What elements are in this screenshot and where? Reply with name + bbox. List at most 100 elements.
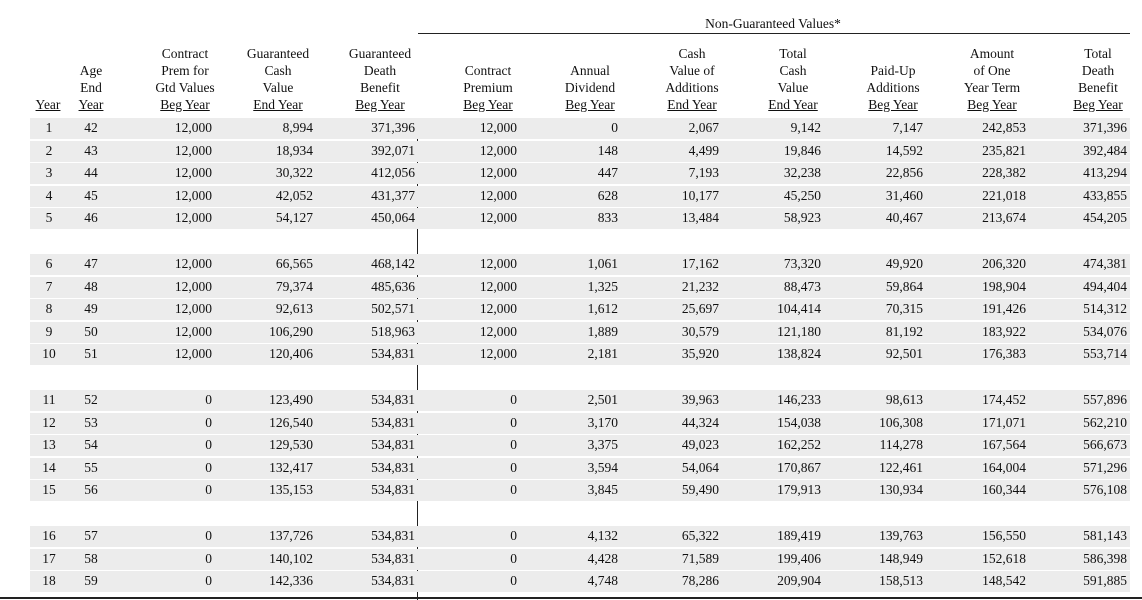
cell: 55 [84,459,98,475]
cell: 534,076 [1083,323,1127,339]
cell: 3 [45,165,53,181]
cell: 12,000 [174,120,212,135]
cell: 833 [597,210,618,226]
cell: 92,501 [885,346,923,362]
cell: 392,071 [371,142,415,158]
cell: 135,153 [269,482,313,498]
column-header: End Year [667,97,717,112]
cell: 30,322 [275,165,313,181]
cell: 53 [84,414,98,430]
cell: 148,949 [879,550,923,566]
cell: 534,831 [371,392,415,407]
cell: 22,856 [885,165,923,181]
cell: 534,831 [371,346,415,362]
row-background [30,526,1130,547]
column-header: Paid-Up [870,63,916,78]
cell: 174,452 [982,392,1026,407]
column-header: Value of [669,63,715,78]
cell: 121,180 [777,323,821,339]
cell: 30,579 [681,323,719,339]
cell: 148,542 [982,573,1026,589]
column-header: Benefit [1078,80,1118,95]
cell: 8,994 [282,120,313,135]
cell: 120,406 [269,346,313,362]
column-header: End Year [253,97,303,112]
row-background [30,321,1130,343]
cell: 58,923 [783,210,821,226]
cell: 371,396 [371,120,415,135]
column-header: Guaranteed [246,46,310,61]
cell: 534,831 [371,459,415,475]
column-header: Benefit [360,80,400,95]
cell: 12,000 [479,323,517,339]
column-header: Value [262,80,294,95]
column-header: Additions [866,80,920,95]
cell: 392,484 [1083,142,1127,158]
cell: 534,831 [371,528,415,543]
cell: 12,000 [479,165,517,181]
cell: 183,922 [982,323,1026,339]
cell: 0 [611,120,618,135]
cell: 46 [84,210,98,226]
column-header: Annual [570,63,610,78]
cell: 65,322 [681,528,719,543]
row-background [30,435,1130,457]
cell: 4 [45,187,53,203]
cell: 228,382 [982,165,1026,181]
cell: 12,000 [174,278,212,294]
cell: 44,324 [681,414,719,430]
cell: 11 [42,392,56,407]
cell: 54,127 [275,210,313,226]
cell: 59 [84,573,98,589]
cell: 1,612 [587,301,618,317]
cell: 12,000 [174,346,212,362]
column-header: Cash [264,63,292,78]
cell: 48 [84,278,98,294]
cell: 518,963 [371,323,415,339]
cell: 431,377 [371,187,415,203]
cell: 9,142 [790,120,821,135]
cell: 371,396 [1083,120,1127,135]
cell: 494,404 [1083,278,1127,294]
cell: 433,855 [1083,187,1127,203]
cell: 45 [84,187,98,203]
cell: 0 [205,550,212,566]
cell: 51 [84,346,98,362]
cell: 7 [45,278,53,294]
cell: 199,406 [777,550,821,566]
cell: 148 [597,142,618,158]
column-header: Year [35,97,61,112]
cell: 534,831 [371,414,415,430]
cell: 4,428 [587,550,618,566]
cell: 66,565 [275,256,313,271]
cell: 12,000 [174,256,212,271]
cell: 0 [510,459,517,475]
row-background [30,163,1130,185]
bottom-rule [0,597,1142,599]
cell: 12,000 [174,142,212,158]
cell: 156,550 [982,528,1026,543]
cell: 8 [45,301,53,317]
cell: 160,344 [982,482,1026,498]
cell: 15 [42,482,56,498]
cell: 3,594 [587,459,618,475]
row-background [30,276,1130,298]
cell: 12,000 [174,187,212,203]
cell: 4,132 [587,528,618,543]
cell: 534,831 [371,437,415,453]
cell: 47 [84,256,98,271]
cell: 25,697 [681,301,719,317]
cell: 142,336 [269,573,313,589]
cell: 73,320 [783,256,821,271]
cell: 54 [84,437,98,453]
cell: 586,398 [1083,550,1127,566]
cell: 502,571 [371,301,415,317]
cell: 78,286 [681,573,719,589]
cell: 13,484 [681,210,719,226]
cell: 12,000 [479,256,517,271]
cell: 2,067 [688,120,719,135]
cell: 0 [510,392,517,407]
cell: 12,000 [174,301,212,317]
cell: 0 [205,414,212,430]
